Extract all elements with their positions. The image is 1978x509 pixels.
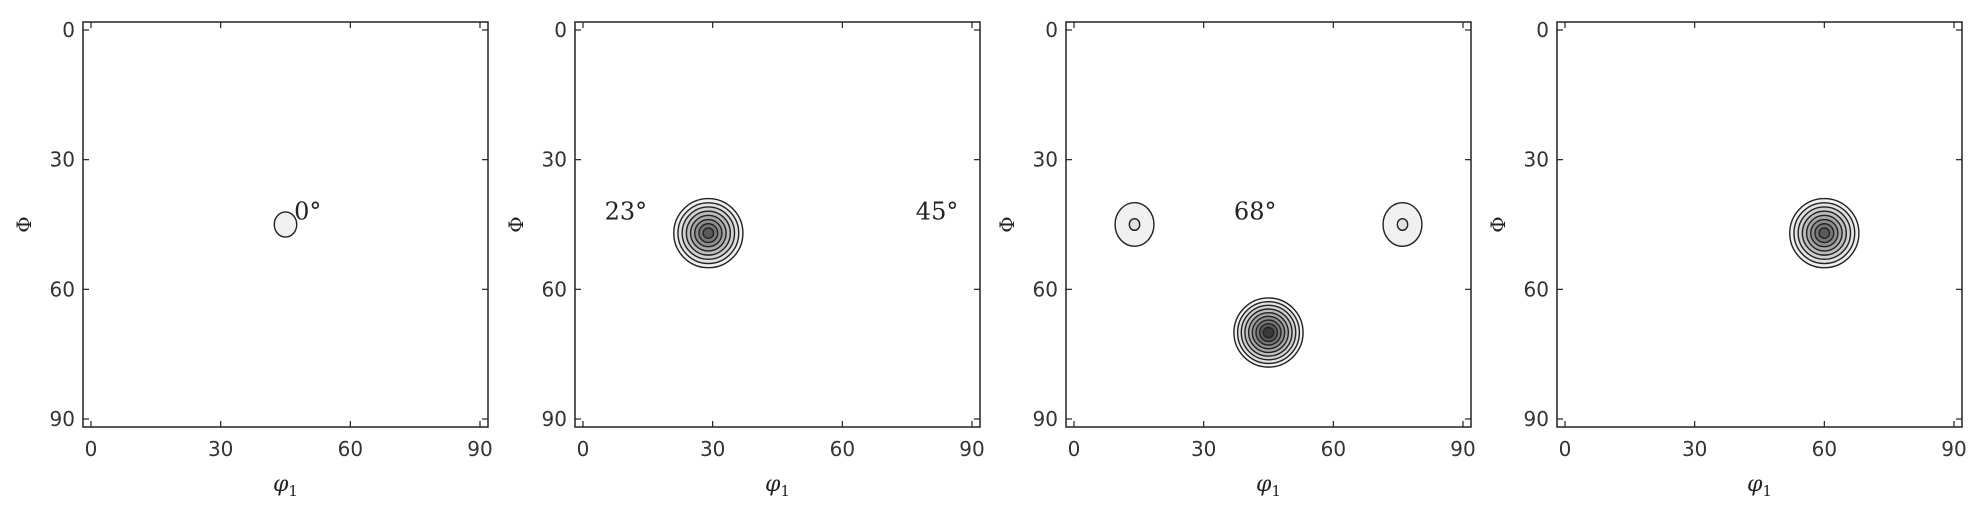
y-tick-label: 60: [1524, 277, 1549, 301]
angle-annotation: 45°: [916, 198, 959, 226]
y-axis-label: Φ: [1486, 216, 1510, 232]
y-tick-label: 30: [1524, 148, 1549, 172]
panel-3: 0 30 60 90 0 30 60 90 φ1 Φ 68°: [995, 18, 1476, 500]
y-tick-label: 0: [62, 18, 75, 42]
x-tick-label: 30: [1191, 437, 1216, 461]
y-tick-label: 60: [542, 277, 567, 301]
x-tick-label: 30: [1682, 437, 1707, 461]
y-tick-label: 90: [1033, 407, 1058, 431]
x-tick-label: 30: [208, 437, 233, 461]
plot-frame: [574, 21, 981, 428]
x-tick-label: 60: [1812, 437, 1837, 461]
x-tick-label: 60: [830, 437, 855, 461]
y-tick-label: 60: [50, 277, 75, 301]
contour-level-9: [1262, 326, 1275, 339]
plot-frame: [82, 21, 489, 428]
x-axis-label: φ1: [765, 472, 790, 500]
x-tick-label: 0: [1068, 437, 1081, 461]
x-tick-label: 60: [1321, 437, 1346, 461]
contour-group: [673, 197, 744, 269]
contour-group: [273, 211, 298, 238]
y-tick-label: 30: [1033, 148, 1058, 172]
y-axis-label: Φ: [504, 216, 528, 232]
panel-1: 0 30 60 90 0 30 60 90 φ1 Φ 0°: [12, 18, 493, 500]
x-tick-label: 90: [467, 437, 492, 461]
x-tick-label: 90: [1941, 437, 1966, 461]
panel-4: 0 30 60 90 0 30 60 90 φ1 Φ: [1486, 18, 1967, 500]
contour-level-8: [702, 227, 715, 240]
y-tick-label: 0: [1536, 18, 1549, 42]
y-tick-label: 90: [542, 407, 567, 431]
y-tick-label: 30: [50, 148, 75, 172]
contour-group: [1789, 197, 1860, 269]
contour-level-2: [1396, 217, 1409, 232]
angle-annotation: 68°: [1234, 198, 1277, 226]
x-tick-label: 60: [338, 437, 363, 461]
y-axis-label: Φ: [995, 216, 1019, 232]
x-tick-label: 0: [577, 437, 590, 461]
y-tick-label: 30: [542, 148, 567, 172]
x-axis-label: φ1: [1747, 472, 1772, 500]
x-tick-label: 90: [959, 437, 984, 461]
x-tick-label: 30: [700, 437, 725, 461]
contour-group: [1114, 202, 1423, 368]
angle-annotation: 23°: [605, 198, 648, 226]
x-tick-label: 0: [85, 437, 98, 461]
panel-2: 0 30 60 90 0 30 60 90 φ1 Φ 23° 45°: [504, 18, 985, 500]
contour-level-8: [1818, 227, 1831, 240]
contour-level-2: [1128, 217, 1141, 232]
x-tick-label: 90: [1450, 437, 1475, 461]
x-tick-label: 0: [1559, 437, 1572, 461]
y-tick-label: 90: [1524, 407, 1549, 431]
x-axis-label: φ1: [273, 472, 298, 500]
y-tick-label: 0: [1045, 18, 1058, 42]
plot-frame: [1065, 21, 1472, 428]
plot-frame: [1556, 21, 1963, 428]
x-axis-label: φ1: [1256, 472, 1281, 500]
y-tick-label: 90: [50, 407, 75, 431]
y-tick-label: 60: [1033, 277, 1058, 301]
y-tick-label: 0: [554, 18, 567, 42]
y-axis-label: Φ: [12, 216, 36, 232]
contour-level-1: [273, 211, 298, 238]
angle-annotation: 0°: [294, 198, 321, 226]
